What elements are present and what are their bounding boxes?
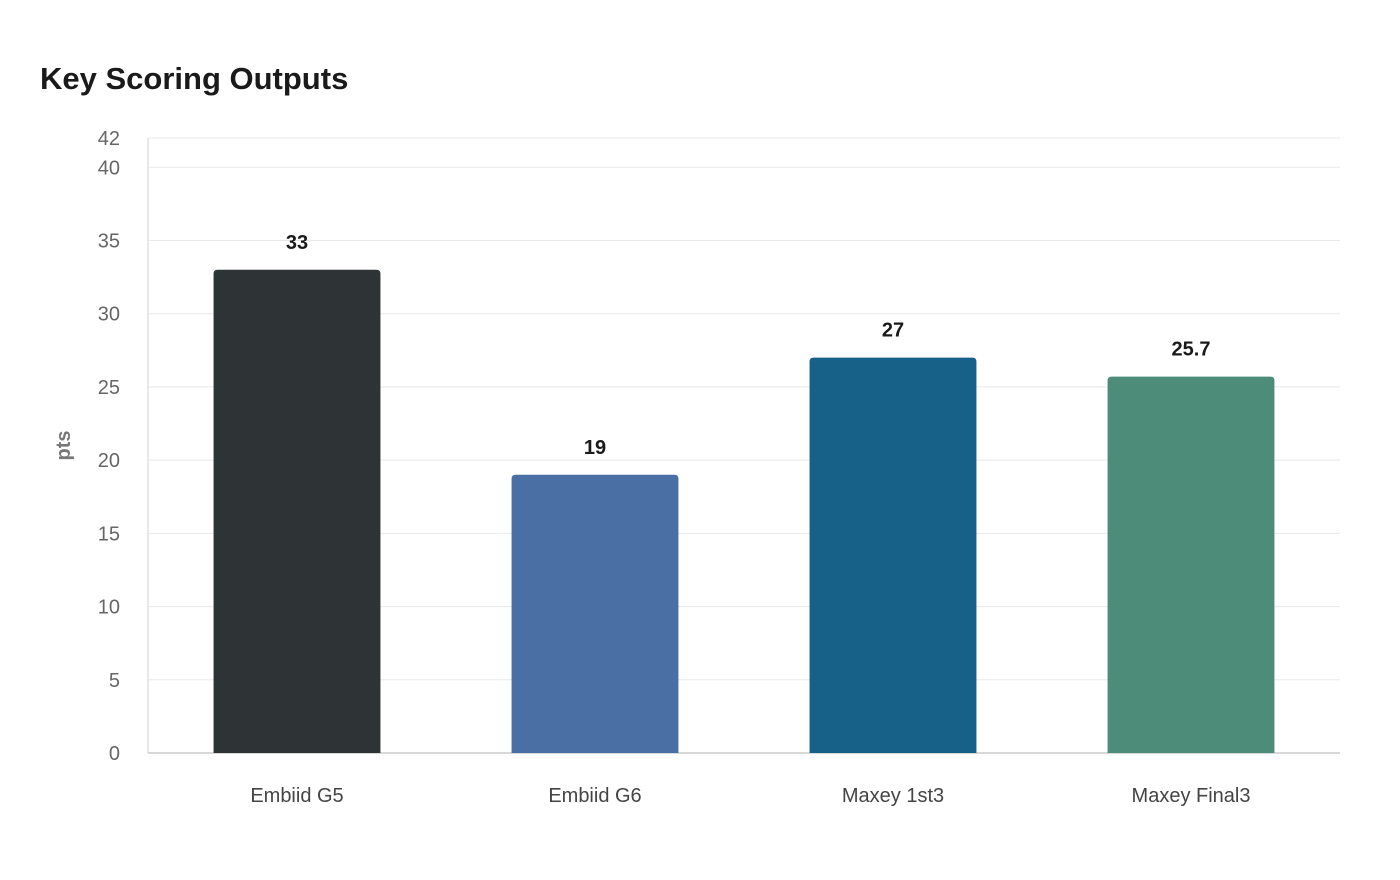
y-axis-title: pts: [53, 431, 75, 461]
bar-maxey-final3[interactable]: [1107, 376, 1275, 753]
y-tick-label: 5: [109, 670, 120, 692]
bar-maxey-1st3[interactable]: [809, 357, 977, 753]
chart-title: Key Scoring Outputs: [40, 61, 349, 96]
labels: 0 5 10 15 20 25 30 35 40 42 33 Embiid G5 19 Embiid G6…: [98, 128, 1251, 807]
x-tick-label: Embiid G6: [548, 785, 641, 807]
y-tick-label: 15: [98, 523, 120, 545]
bar-value-label: 27: [882, 320, 904, 342]
y-tick-label: 20: [98, 450, 120, 472]
bar-embiid-g5[interactable]: [213, 269, 381, 753]
bar-embiid-g6[interactable]: [511, 474, 679, 753]
bar-value-label: 33: [286, 232, 308, 254]
x-tick-label: Maxey Final3: [1132, 785, 1251, 807]
y-tick-label: 40: [98, 157, 120, 179]
bars: [213, 269, 1275, 753]
y-tick-label: 42: [98, 128, 120, 150]
y-tick-label: 30: [98, 304, 120, 326]
x-tick-label: Embiid G5: [250, 785, 343, 807]
bar-value-label: 25.7: [1172, 339, 1211, 361]
bar-value-label: 19: [584, 437, 606, 459]
x-tick-label: Maxey 1st3: [842, 785, 944, 807]
y-tick-label: 35: [98, 231, 120, 253]
y-tick-label: 0: [109, 743, 120, 765]
y-tick-label: 10: [98, 597, 120, 619]
y-tick-label: 25: [98, 377, 120, 399]
